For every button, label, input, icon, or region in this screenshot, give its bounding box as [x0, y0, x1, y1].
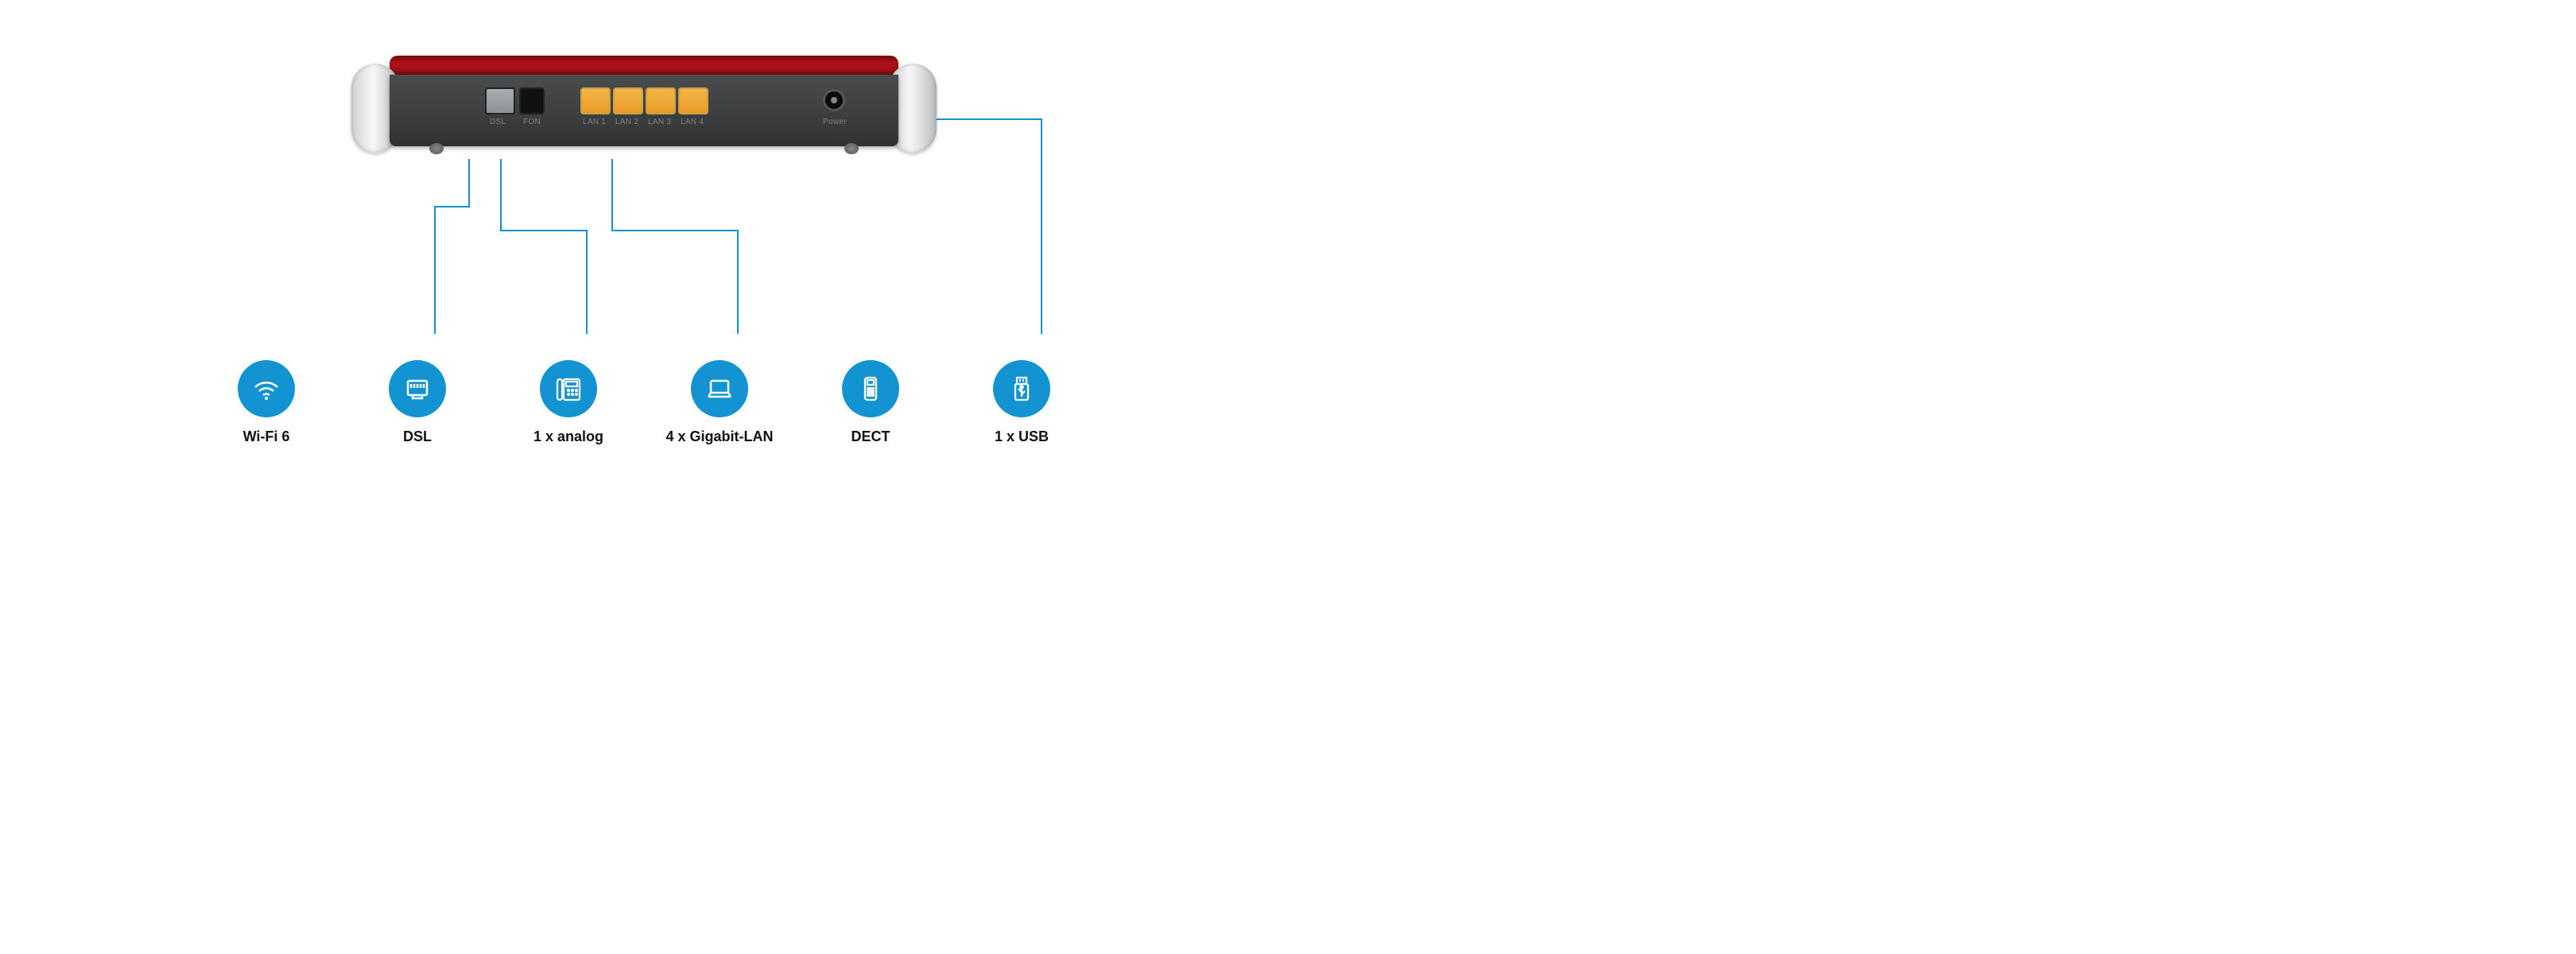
feature-label: 1 x analog: [533, 429, 603, 445]
cordless-phone-icon: [842, 360, 899, 417]
rj45-icon: [389, 360, 446, 417]
port-label-dsl: DSL: [490, 118, 506, 126]
port-lan1: [580, 87, 611, 114]
port-fon: [519, 87, 545, 114]
feature-label: 1 x USB: [995, 429, 1049, 445]
port-label-fon: FON: [523, 118, 541, 126]
feature-label: DECT: [852, 429, 890, 445]
port-lan3: [646, 87, 676, 114]
port-label-lan4: LAN 4: [681, 118, 704, 126]
laptop-icon: [691, 360, 748, 417]
port-label-lan3: LAN 3: [648, 118, 671, 126]
port-label-lan2: LAN 2: [615, 118, 638, 126]
port-dsl: [485, 87, 515, 114]
port-label-lan1: LAN 1: [583, 118, 606, 126]
router-foot-left: [429, 143, 444, 154]
router-foot-right: [844, 143, 859, 154]
feature-label: 4 x Gigabit-LAN: [666, 429, 774, 445]
feature-usb: 1 x USB: [978, 360, 1065, 445]
feature-wifi: Wi-Fi 6: [223, 360, 310, 445]
port-lan4: [678, 87, 708, 114]
port-lan2: [613, 87, 643, 114]
feature-icon-row: Wi-Fi 6 DSL 1 x analog: [223, 360, 1065, 445]
feature-analog: 1 x analog: [525, 360, 612, 445]
router-rear-view: DSL FON LAN 1 LAN 2 LAN 3 LAN 4 Power: [358, 56, 930, 159]
feature-lan: 4 x Gigabit-LAN: [676, 360, 763, 445]
router-back-panel: DSL FON LAN 1 LAN 2 LAN 3 LAN 4 Power: [390, 75, 898, 146]
feature-label: DSL: [403, 429, 432, 445]
feature-dsl: DSL: [374, 360, 461, 445]
port-label-power: Power: [823, 118, 847, 126]
feature-label: Wi-Fi 6: [243, 429, 290, 445]
port-power: [823, 89, 845, 111]
router-top-plate: [390, 56, 898, 75]
wifi-icon: [238, 360, 295, 417]
feature-dect: DECT: [827, 360, 914, 445]
deskphone-icon: [540, 360, 597, 417]
usb-icon: [993, 360, 1050, 417]
